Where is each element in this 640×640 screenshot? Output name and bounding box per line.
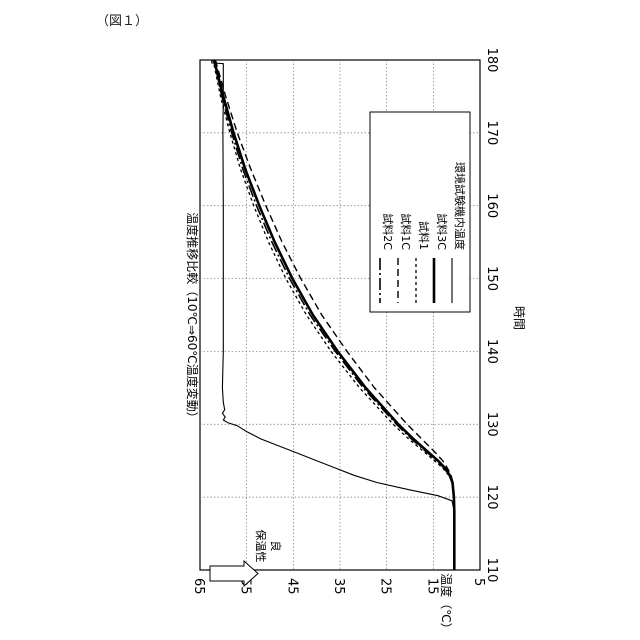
chart-title: 温度推移比較（10℃⇒60℃温度変動）	[185, 212, 200, 424]
arrow-label-bottom: 良	[269, 541, 283, 552]
arrow-label-top: 保温性	[254, 530, 268, 563]
x-tick-label: 170	[484, 120, 499, 145]
y-tick-label: 15	[424, 578, 439, 595]
legend-label: 試料1	[417, 221, 431, 250]
y-tick-label: 5	[471, 578, 486, 586]
y-axis-label: 温度（℃）	[439, 573, 454, 634]
legend-label: 環境試験機内温度	[453, 162, 467, 250]
legend-label: 試料2C	[381, 213, 395, 250]
x-tick-label: 120	[484, 485, 499, 510]
y-tick-label: 35	[331, 578, 346, 595]
x-tick-labels: 110120130140150160170180	[484, 48, 499, 583]
y-tick-label: 25	[378, 578, 393, 595]
y-tick-label: 65	[191, 578, 206, 595]
legend: 環境試験機内温度試料3C 試料1 試料1C 試料2C	[370, 112, 470, 312]
x-tick-label: 150	[484, 266, 499, 291]
x-tick-label: 140	[484, 339, 499, 364]
x-axis-label: 時間	[512, 306, 526, 330]
x-tick-label: 160	[484, 193, 499, 218]
legend-label: 試料1C	[399, 213, 413, 250]
x-tick-label: 130	[484, 412, 499, 437]
y-tick-label: 45	[284, 578, 299, 595]
legend-label: 試料3C	[435, 213, 449, 250]
x-tick-label: 180	[484, 48, 499, 73]
